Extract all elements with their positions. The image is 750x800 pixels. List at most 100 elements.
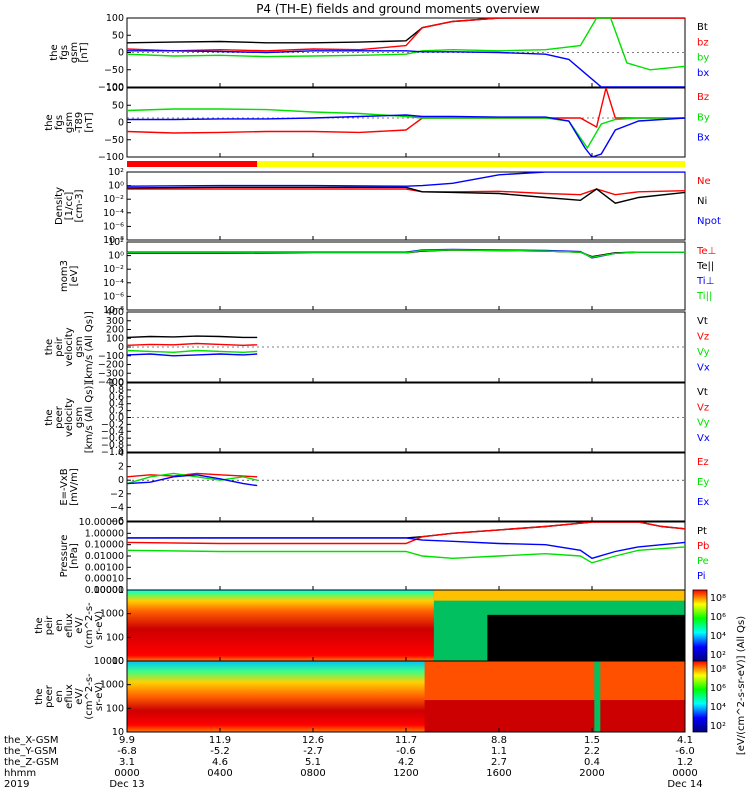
panel-8: 10.000001.000000.100000.010000.001000.00… (59, 517, 709, 596)
y-axis-label-line: Density (54, 187, 65, 225)
footer-row-value: 2000 (579, 768, 604, 779)
y-axis-label-line: [nPa] (69, 543, 80, 569)
footer-row-value: -5.2 (210, 746, 230, 757)
series-line-Ti|| (127, 249, 685, 259)
y-axis-label-line: sr-eV) (94, 611, 105, 640)
y-axis-label-line: the (44, 409, 55, 425)
y-tick-label: 10² (108, 237, 124, 248)
series-line-Pi (127, 537, 685, 560)
y-tick-label: −200 (98, 360, 124, 371)
panel-6: 1.00.80.60.40.20.0−0.2−0.4−0.6−0.8−1.0 th… (44, 378, 710, 458)
footer-row-value: 1.5 (584, 735, 600, 746)
legend-entry: Vy (697, 347, 710, 358)
y-axis-label-line: eflux (64, 684, 75, 709)
legend-entry: Bt (697, 22, 708, 33)
y-tick-label: −0.8 (101, 440, 124, 451)
y-tick-label: 1.0 (109, 378, 124, 389)
y-tick-label: −0.4 (101, 426, 124, 437)
y-tick-label: 0.8 (109, 385, 124, 396)
legend-entry: By (697, 112, 710, 123)
series-line-Vt (127, 335, 258, 339)
y-tick-label: 0.01000 (85, 551, 124, 562)
footer-row-value: -6.8 (117, 746, 137, 757)
y-tick-label: 0.2 (109, 406, 124, 417)
panel-9: 10⁸ 10⁶ 10⁴ 10² [eV/(cm^2-s-sr-eV)] (All Qs)… (34, 585, 747, 755)
y-tick-label: 0 (118, 475, 124, 486)
y-axis-label-line: the (44, 339, 55, 355)
series-group (127, 172, 685, 204)
y-axis-label-line: [1/cc] (64, 192, 75, 221)
y-axis-label-line: [nT] (84, 112, 95, 132)
y-axis-label-line: eflux (64, 613, 75, 638)
colorbar-tick-label: 10⁶ (710, 612, 726, 623)
footer-row-value: 11.9 (209, 735, 231, 746)
y-axis-label-line: velocity (64, 398, 75, 437)
legend-entry: Vt (697, 387, 708, 398)
y-tick-label: −300 (98, 368, 124, 379)
y-axis-label-line: en (54, 690, 65, 703)
y-axis-label-line: en (54, 619, 65, 632)
colorbar-tick-label: 10⁴ (710, 631, 726, 642)
colorbar (692, 589, 708, 662)
series-line-Vx (127, 353, 258, 357)
y-axis-label-line: eV/ (74, 617, 85, 634)
footer-row-value: 0000 (672, 768, 697, 779)
colorbar-tick-label: 10⁶ (710, 683, 726, 694)
panel-2: 100 50 0 −50 −100 the fgs gsm -T89 [nT] Bz By Bx (44, 83, 710, 163)
y-tick-label: 0.00010 (85, 574, 124, 585)
y-axis-label-line: eV/ (74, 688, 85, 705)
y-axis-label-line: gsm (69, 42, 80, 63)
y-axis-label-line: (cm^2-s- (84, 602, 95, 649)
y-axis-label-line: -T89 (74, 112, 85, 134)
y-tick-label: 100 (106, 83, 124, 94)
series-line-Vz (127, 342, 258, 347)
figure-title: P4 (TH-E) fields and ground moments over… (256, 2, 540, 16)
y-axis-label-line: fgs (59, 45, 70, 60)
y-tick-label: 10000 (94, 585, 124, 596)
footer-row-label: the_Z-GSM (4, 757, 59, 768)
time-axis-footer: the_X-GSM 9.9 11.9 12.6 11.7 8.8 1.5 4.1 the_Y-G… (4, 735, 703, 790)
colorbar-tick-label: 10⁸ (710, 664, 726, 675)
y-tick-label: 0 (118, 342, 124, 353)
legend-entry: Vx (697, 433, 710, 444)
series-line-bx (127, 50, 685, 87)
colorbar-tick-label: 10² (710, 650, 726, 661)
legend-entry: Te⊥ (696, 246, 716, 257)
series-group (127, 248, 685, 259)
footer-row-value: 5.1 (305, 757, 321, 768)
y-axis-label-line: [km/s (All Qs)] (84, 311, 95, 383)
footer-row-value: 4.1 (677, 735, 693, 746)
heatmap-electron-low-energy-region (424, 700, 685, 732)
panel-7: 4 2 0 −2 −4 −6 E=-VxB [mV/m] Ez Ey Ex (59, 448, 709, 527)
panel-3: 10² 10⁰ 10⁻² 10⁻⁴ 10⁻⁶ 10⁻⁸ Density [1/cc] [cm-3… (54, 161, 721, 246)
y-tick-label: −50 (104, 135, 124, 146)
legend-entry: Ti⊥ (696, 276, 714, 287)
legend-entry: Vy (697, 418, 710, 429)
y-axis-label-line: velocity (64, 327, 75, 366)
footer-row-value: Dec 13 (109, 779, 144, 790)
y-tick-label: −0.2 (101, 419, 124, 430)
y-axis-label-line: Pressure (59, 535, 70, 578)
y-axis-label-line: [eV] (69, 266, 80, 287)
footer-row-label: the_Y-GSM (4, 746, 57, 757)
footer-row-value: 1200 (393, 768, 418, 779)
footer-row-value: 0800 (300, 768, 325, 779)
series-line-Pb (127, 522, 685, 545)
legend-entry: Te|| (696, 261, 714, 272)
panel-4: 10² 10⁰ 10⁻² 10⁻⁴ 10⁻⁶ 10⁻⁸ mom3 [eV] Te⊥ Te|| Ti⊥… (59, 237, 716, 316)
legend-entry: Bx (697, 133, 710, 144)
legend-entry: Ey (697, 477, 709, 488)
footer-row-value: 0000 (114, 768, 139, 779)
footer-row-value: 12.6 (302, 735, 324, 746)
legend-entry: Npot (697, 216, 721, 227)
y-tick-label: −50 (104, 65, 124, 76)
y-tick-label: 10⁻⁶ (103, 291, 124, 302)
y-tick-label: 100 (106, 632, 124, 643)
y-tick-label: 1.00000 (85, 528, 124, 539)
colorbar-tick-label: 10⁸ (710, 593, 726, 604)
y-axis-label-line: sr-eV) (94, 682, 105, 711)
footer-row-value: 3.1 (119, 757, 135, 768)
y-axis-label-line: [cm-3] (74, 189, 85, 222)
y-axis-label-line: (cm^2-s- (84, 673, 95, 720)
